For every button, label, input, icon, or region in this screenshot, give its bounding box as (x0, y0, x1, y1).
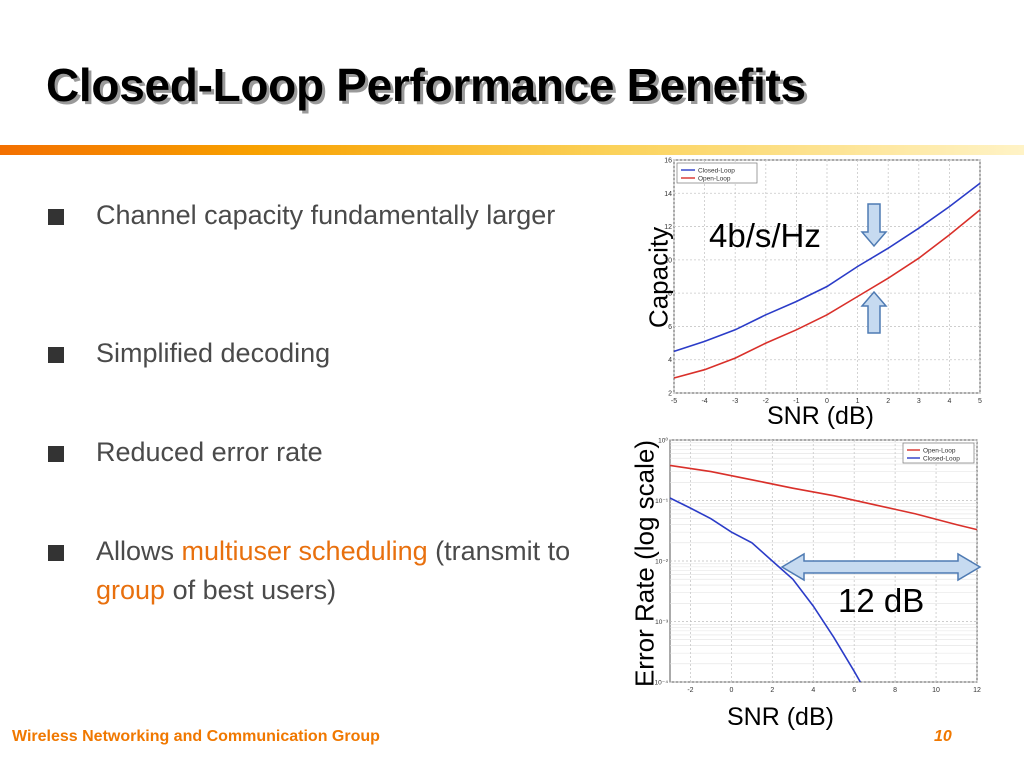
error-rate-y-axis-label: Error Rate (log scale) (629, 439, 660, 688)
x-tick-label: 3 (917, 398, 921, 405)
error-rate-x-axis-label: SNR (dB) (727, 703, 834, 731)
bullet-item-decoding: Simplified decoding (48, 334, 593, 373)
bullet-text: Simplified decoding (96, 338, 331, 368)
highlight-multiuser-scheduling: multiuser scheduling (181, 536, 428, 566)
bullet-item-scheduling: Allows multiuser scheduling (transmit to… (48, 532, 593, 610)
y-tick-label: 4 (668, 357, 672, 364)
x-tick-label: -2 (763, 398, 769, 405)
legend-entry: Closed-Loop (698, 167, 735, 174)
x-tick-label: 5 (978, 398, 982, 405)
square-bullet-icon (48, 209, 64, 225)
square-bullet-icon (48, 347, 64, 363)
y-tick-label: 10⁻² (655, 559, 669, 566)
slide-title: Closed-Loop Performance Benefits (46, 59, 806, 111)
x-tick-label: -2 (687, 687, 693, 694)
y-tick-label: 10 (664, 257, 672, 264)
bullet-text-part: (transmit to (427, 536, 571, 566)
y-tick-label: 10⁻⁴ (655, 680, 669, 687)
legend-entry: Open-Loop (923, 447, 956, 454)
x-tick-label: 0 (825, 398, 829, 405)
down-arrow-icon (860, 203, 888, 248)
bullet-text: Channel capacity fundamentally larger (96, 200, 556, 230)
series-line-open-loop (673, 209, 981, 379)
double-arrow-icon (780, 552, 982, 582)
square-bullet-icon (48, 446, 64, 462)
y-tick-label: 14 (664, 191, 672, 198)
bullet-item-error-rate: Reduced error rate (48, 433, 593, 472)
x-tick-label: 2 (770, 687, 774, 694)
x-tick-label: 0 (729, 687, 733, 694)
bullet-text: Reduced error rate (96, 437, 323, 467)
x-tick-label: 4 (811, 687, 815, 694)
capacity-y-axis-label: Capacity (643, 226, 674, 329)
legend-entry: Closed-Loop (923, 455, 960, 462)
bullet-text: Allows multiuser scheduling (transmit to… (96, 532, 593, 610)
y-tick-label: 12 (664, 224, 672, 231)
title-underline-gradient (0, 145, 1024, 155)
x-tick-label: 2 (886, 398, 890, 405)
bullet-text-part: of best users) (165, 575, 337, 605)
x-tick-label: -5 (671, 398, 677, 405)
y-tick-label: 6 (668, 324, 672, 331)
error-rate-chart: -2 0 2 4 6 8 10 12 10⁻⁴ 10⁻³ 10⁻² 10⁻¹ 10⁰ Open-LoopC… (655, 437, 982, 694)
y-tick-label: 10⁻¹ (655, 498, 669, 505)
x-tick-label: -1 (793, 398, 799, 405)
legend-box (676, 162, 758, 184)
legend-entry: Open-Loop (698, 175, 731, 182)
y-tick-label: 2 (668, 391, 672, 398)
y-tick-label: 16 (664, 158, 672, 165)
x-tick-label: -4 (701, 398, 707, 405)
series-line-closed-loop (673, 182, 981, 353)
bullet-item-capacity: Channel capacity fundamentally larger (48, 196, 593, 235)
bullet-text-part: Allows (96, 536, 182, 566)
x-tick-label: 1 (856, 398, 860, 405)
square-bullet-icon (48, 545, 64, 561)
series-line-open-loop (669, 464, 978, 531)
y-tick-label: 10⁰ (658, 437, 668, 445)
y-tick-label: 8 (668, 291, 672, 298)
x-tick-label: 6 (852, 687, 856, 694)
x-tick-label: 4 (947, 398, 951, 405)
highlight-group: group (96, 575, 166, 605)
x-tick-label: 10 (932, 687, 940, 694)
up-arrow-icon (860, 290, 888, 334)
capacity-gap-annotation: 4b/s/Hz (709, 217, 821, 254)
x-tick-label: 12 (973, 687, 981, 694)
snr-gap-annotation: 12 dB (838, 582, 925, 619)
y-tick-label: 10⁻³ (655, 619, 669, 626)
capacity-chart: -5 -4 -3 -2 -1 0 1 2 3 4 5246810121416Closed-LoopO… (664, 158, 982, 406)
x-tick-label: -3 (732, 398, 738, 405)
legend-box (902, 442, 975, 464)
series-line-closed-loop (669, 497, 861, 683)
footer-group-name: Wireless Networking and Communication Gr… (12, 728, 380, 745)
capacity-x-axis-label: SNR (dB) (767, 402, 874, 430)
slide-number: 10 (934, 728, 952, 745)
x-tick-label: 8 (893, 687, 897, 694)
